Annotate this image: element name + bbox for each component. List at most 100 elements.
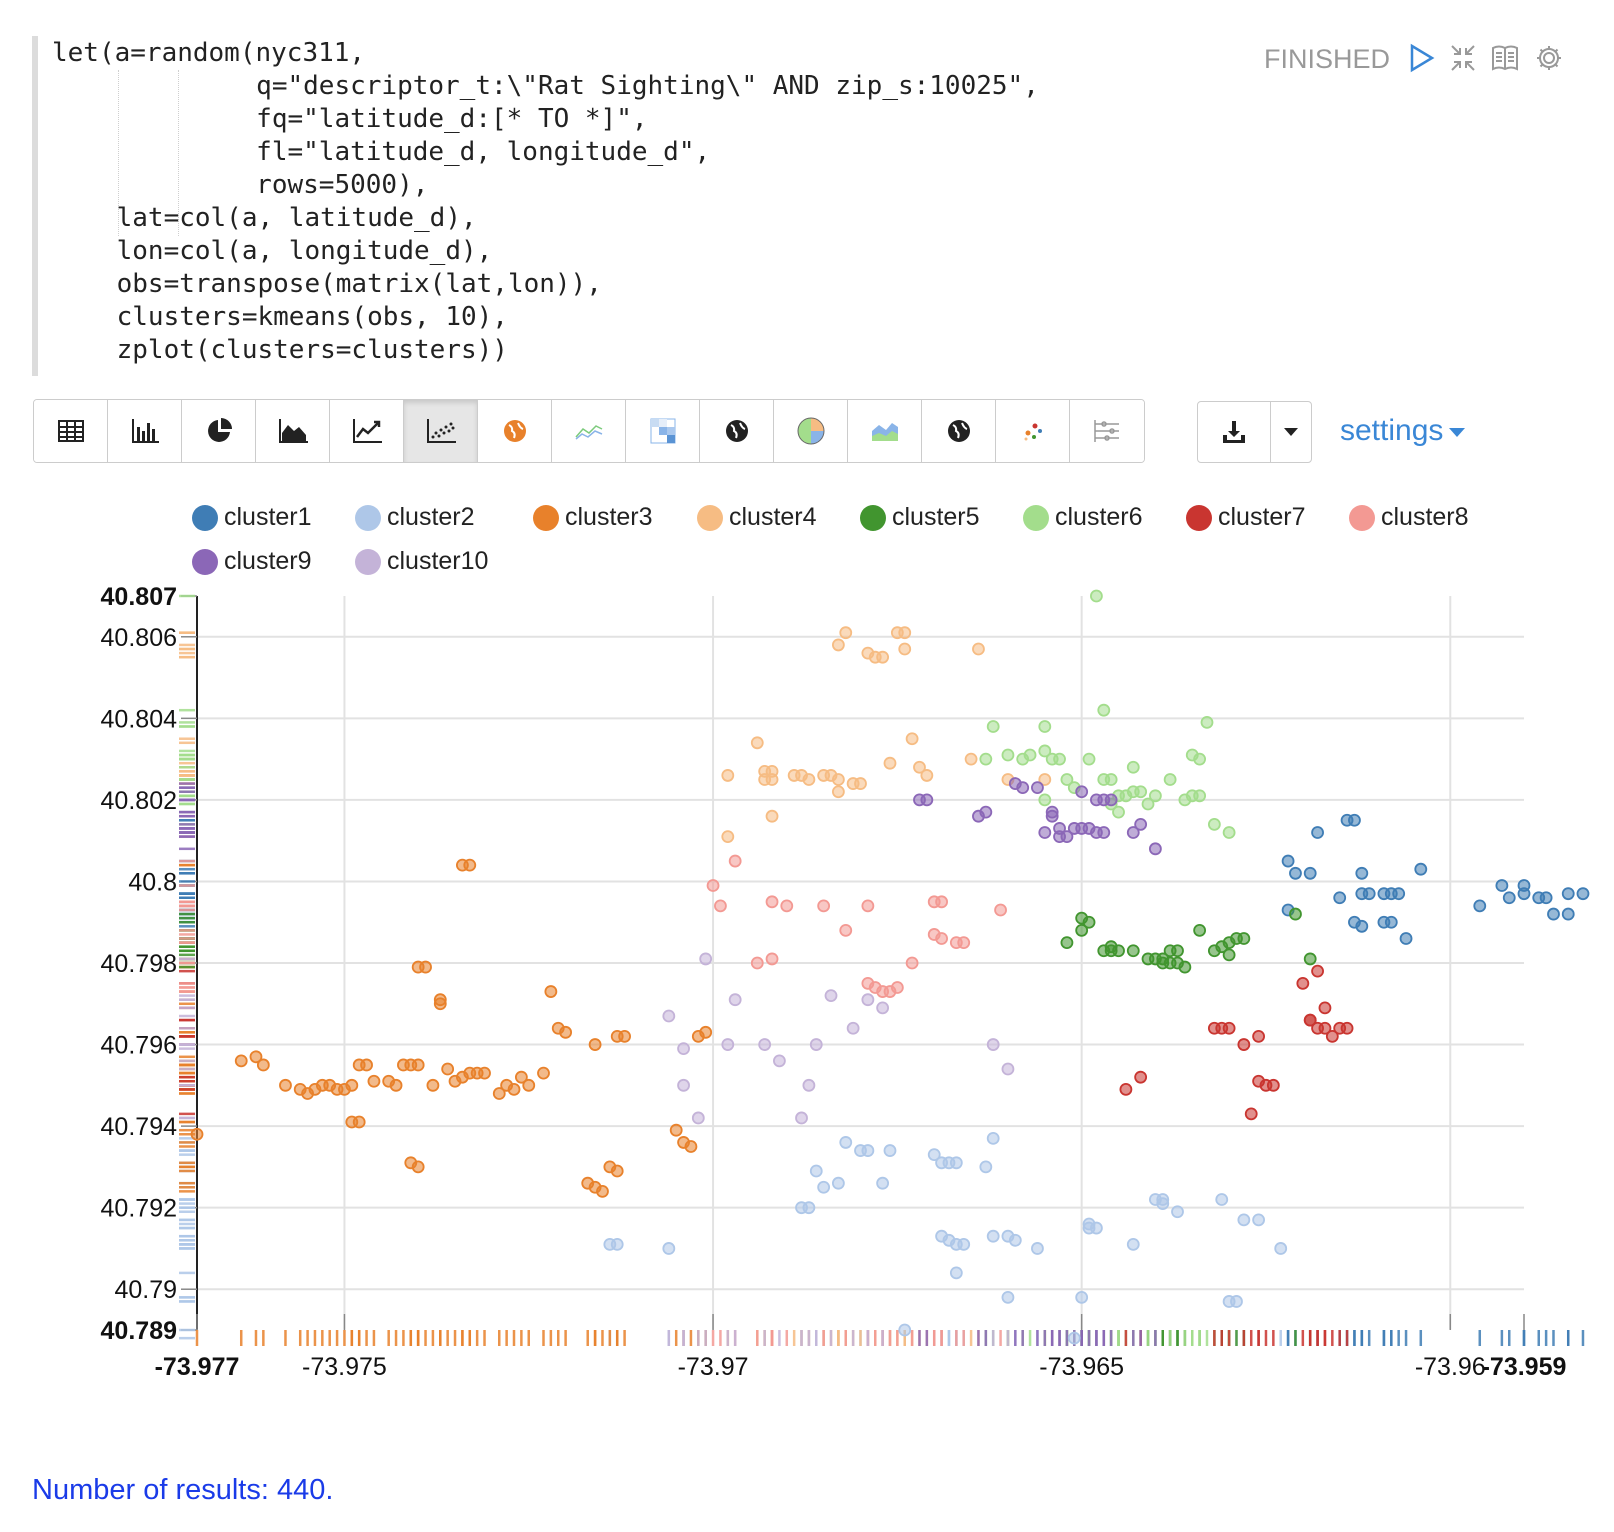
data-point bbox=[279, 1078, 292, 1092]
data-point bbox=[1156, 1197, 1170, 1210]
data-point bbox=[986, 1229, 1000, 1243]
data-point bbox=[1318, 1021, 1332, 1035]
globe-button[interactable] bbox=[700, 400, 774, 462]
data-point bbox=[1038, 793, 1052, 807]
data-point bbox=[861, 1144, 875, 1157]
data-point bbox=[1038, 773, 1052, 786]
download-dropdown-button[interactable] bbox=[1271, 402, 1311, 462]
data-point bbox=[898, 1323, 912, 1337]
book-icon[interactable] bbox=[1490, 42, 1520, 74]
code-line: fl="latitude_d, longitude_d", bbox=[84, 137, 711, 167]
data-point bbox=[1134, 1070, 1148, 1084]
data-point bbox=[234, 1054, 248, 1068]
data-point bbox=[1104, 773, 1118, 786]
data-point bbox=[949, 1156, 963, 1170]
legend-item[interactable]: cluster9 bbox=[192, 547, 312, 576]
data-point bbox=[1023, 748, 1037, 762]
legend-swatch bbox=[533, 504, 559, 531]
legend-item[interactable]: cluster5 bbox=[860, 503, 980, 532]
data-point bbox=[1060, 830, 1074, 843]
legend-item[interactable]: cluster10 bbox=[355, 547, 488, 576]
multi-line-icon bbox=[574, 425, 602, 440]
legend-label: cluster2 bbox=[387, 503, 475, 531]
data-point bbox=[986, 1038, 1000, 1051]
data-point bbox=[588, 1180, 602, 1194]
data-point bbox=[1001, 1062, 1015, 1076]
data-point bbox=[618, 1030, 631, 1043]
legend-label: cluster7 bbox=[1218, 503, 1306, 531]
download-button[interactable] bbox=[1198, 402, 1271, 462]
scatter-plot: -73.977 -73.975 -73.97 -73.965 -73.96-73.959… bbox=[101, 583, 1590, 1381]
legend-item[interactable]: cluster8 bbox=[1349, 503, 1469, 532]
data-point bbox=[787, 769, 801, 782]
code-editor[interactable]: let(a=random(nyc311, q="descriptor_t:\"R… bbox=[32, 36, 1198, 376]
data-point bbox=[957, 936, 971, 950]
heatmap-button[interactable] bbox=[626, 400, 700, 462]
data-point bbox=[1134, 817, 1148, 831]
data-point bbox=[677, 1042, 690, 1056]
map-chart-button[interactable] bbox=[478, 400, 552, 462]
collapse-icon[interactable] bbox=[1448, 42, 1478, 74]
stacked-area-button[interactable] bbox=[848, 400, 922, 462]
data-point bbox=[699, 952, 713, 966]
scatter-chart-button[interactable] bbox=[404, 400, 478, 462]
data-point bbox=[1266, 1078, 1280, 1092]
data-point bbox=[817, 769, 831, 782]
legend-item[interactable]: cluster1 bbox=[192, 503, 312, 532]
area-chart-button[interactable] bbox=[256, 400, 330, 462]
bubble-chart-button[interactable] bbox=[996, 400, 1070, 462]
data-point bbox=[876, 650, 890, 664]
settings-dropdown[interactable]: settings bbox=[1340, 414, 1466, 448]
legend-label: cluster3 bbox=[565, 503, 653, 531]
data-point bbox=[854, 777, 867, 790]
data-point bbox=[1156, 952, 1170, 966]
legend-item[interactable]: cluster2 bbox=[355, 503, 475, 532]
run-icon[interactable] bbox=[1406, 42, 1436, 74]
data-point bbox=[1148, 842, 1162, 856]
globe-alt-button[interactable] bbox=[922, 400, 996, 462]
y-tick-label: 40.796 bbox=[101, 1032, 177, 1060]
data-point bbox=[1237, 1213, 1251, 1227]
data-point bbox=[1274, 1242, 1288, 1255]
legend-label: cluster8 bbox=[1381, 503, 1469, 531]
parallel-coords-button[interactable] bbox=[1070, 400, 1144, 462]
legend-item[interactable]: cluster6 bbox=[1023, 503, 1143, 532]
multi-line-button[interactable] bbox=[552, 400, 626, 462]
data-point bbox=[1576, 887, 1590, 901]
code-line: let(a=random(nyc311, bbox=[52, 38, 366, 68]
data-point bbox=[1075, 785, 1089, 799]
data-point bbox=[831, 773, 845, 786]
legend-item[interactable]: cluster4 bbox=[697, 503, 817, 532]
pie-color-button[interactable] bbox=[774, 400, 848, 462]
code-line: zplot(clusters=clusters)) bbox=[54, 335, 508, 365]
data-point bbox=[1038, 826, 1052, 839]
table-icon bbox=[57, 420, 84, 442]
line-chart-button[interactable] bbox=[330, 400, 404, 462]
legend-label: cluster9 bbox=[224, 547, 312, 575]
data-point bbox=[905, 732, 919, 746]
x-tick-label: -73.96 bbox=[1415, 1353, 1486, 1381]
gear-icon[interactable] bbox=[1534, 42, 1564, 74]
bar-chart-icon bbox=[131, 419, 159, 443]
bar-chart-button[interactable] bbox=[108, 400, 182, 462]
data-point bbox=[986, 720, 1000, 733]
legend-swatch bbox=[697, 504, 723, 531]
data-point bbox=[662, 1242, 676, 1255]
data-point bbox=[1090, 589, 1103, 603]
legend-item[interactable]: cluster3 bbox=[533, 503, 653, 532]
data-point bbox=[1473, 899, 1487, 913]
data-point bbox=[1045, 805, 1059, 819]
data-point bbox=[1148, 789, 1162, 803]
pie-chart-button[interactable] bbox=[182, 400, 256, 462]
line-chart-icon bbox=[352, 419, 382, 443]
data-point bbox=[979, 805, 993, 819]
data-point bbox=[979, 752, 993, 766]
data-point bbox=[507, 1083, 521, 1096]
x-tick-label: -73.965 bbox=[1039, 1353, 1124, 1381]
paragraph-status: FINISHED bbox=[1264, 44, 1391, 74]
legend-item[interactable]: cluster7 bbox=[1186, 503, 1306, 532]
data-point bbox=[1163, 773, 1177, 786]
data-point bbox=[898, 642, 912, 656]
data-point bbox=[662, 1009, 676, 1023]
table-view-button[interactable] bbox=[34, 400, 108, 462]
